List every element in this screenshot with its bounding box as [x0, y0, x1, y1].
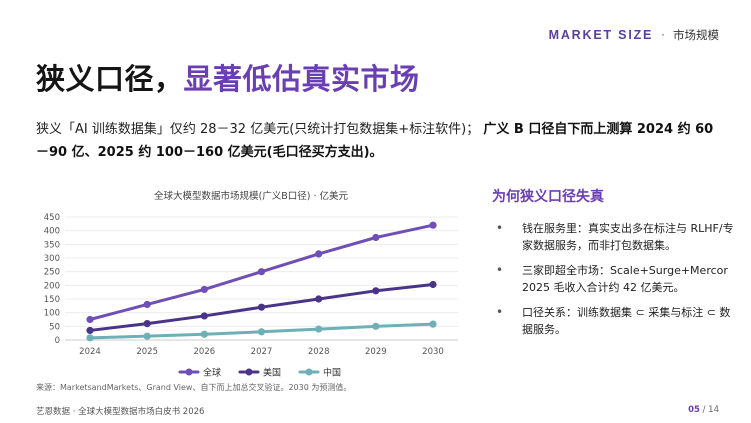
x-axis: 2024 2025 2026 2027 2028 2029 2030 — [79, 347, 444, 357]
bullet-item: • 钱在服务里：真实支出多在标注与 RLHF/专家数据服务，而非打包数据集。 — [494, 220, 734, 254]
data-point — [86, 334, 94, 342]
data-point — [315, 295, 323, 303]
legend-marker — [185, 368, 193, 376]
x-tick-label: 2028 — [308, 347, 330, 357]
header-separator: · — [661, 28, 665, 42]
data-point — [372, 233, 380, 242]
data-point — [257, 268, 266, 276]
data-point — [429, 320, 437, 328]
legend-label: 全球 — [203, 367, 221, 379]
data-point — [429, 280, 437, 289]
chart-series — [86, 221, 437, 342]
y-tick-label: 50 — [49, 322, 60, 332]
side-panel-title: 为何狭义口径失真 — [492, 189, 604, 205]
y-axis: 0 50 100 150 200 250 300 350 400 450 — [44, 213, 60, 346]
bullet-item: • 口径关系：训练数据集 ⊂ 采集与标注 ⊂ 数据服务。 — [494, 304, 734, 338]
y-tick-label: 150 — [44, 295, 60, 305]
data-point — [143, 332, 151, 340]
market-size-label: MARKET SIZE — [548, 28, 654, 42]
y-tick-label: 100 — [44, 309, 60, 319]
data-point — [200, 312, 208, 320]
data-point — [372, 287, 380, 295]
data-point — [315, 250, 323, 258]
intro-paragraph: 狭义「AI 训练数据集」仅约 28－32 亿美元(只统计打包数据集+标注软件)；… — [36, 118, 726, 164]
data-point — [200, 285, 208, 294]
title-part-2: 显著低估真实市场 — [183, 62, 420, 96]
data-point — [257, 303, 266, 311]
data-point — [257, 328, 266, 336]
legend-label: 美国 — [263, 367, 281, 379]
bullet-text: 钱在服务里：真实支出多在标注与 RLHF/专家数据服务，而非打包数据集。 — [522, 222, 734, 252]
data-point — [86, 315, 94, 324]
bullet-dot: • — [496, 305, 504, 319]
x-tick-label: 2029 — [365, 347, 387, 357]
legend-item: 全球 — [178, 367, 221, 379]
title-part-1: 狭义口径， — [36, 62, 184, 96]
header-section-label: MARKET SIZE · 市场规模 — [549, 27, 719, 43]
x-tick-label: 2024 — [79, 347, 101, 357]
x-tick-label: 2025 — [136, 347, 158, 357]
legend-label: 中国 — [323, 367, 341, 379]
y-tick-label: 350 — [44, 240, 60, 250]
bullet-dot: • — [496, 221, 504, 235]
x-tick-label: 2027 — [251, 347, 273, 357]
source-note: 来源：MarketsandMarkets、Grand View、自下而上加总交叉… — [36, 383, 352, 392]
series-全球 — [86, 221, 437, 324]
current-page: 05 — [688, 405, 700, 415]
legend-marker — [305, 368, 313, 376]
total-pages: / 14 — [699, 405, 719, 415]
chart-grid — [65, 216, 458, 341]
side-bullet-list: • 钱在服务里：真实支出多在标注与 RLHF/专家数据服务，而非打包数据集。 •… — [494, 220, 734, 346]
data-point — [315, 325, 323, 333]
chart-container: 全球大模型数据市场规模(广义B口径) · 亿美元 0 50 100 150 200 250… — [30, 185, 470, 385]
line-chart: 全球大模型数据市场规模(广义B口径) · 亿美元 0 50 100 150 200 250… — [44, 190, 458, 379]
x-tick-label: 2026 — [194, 347, 216, 357]
page-title: 狭义口径，显著低估真实市场 — [36, 56, 420, 98]
legend-item: 中国 — [298, 367, 341, 379]
bullet-dot: • — [496, 263, 504, 277]
y-tick-label: 0 — [55, 336, 60, 346]
y-tick-label: 300 — [44, 254, 60, 264]
data-point — [200, 330, 208, 338]
page-number: 05 / 14 — [688, 405, 719, 415]
x-tick-label: 2030 — [422, 347, 444, 357]
data-point — [143, 320, 151, 328]
legend-marker — [245, 368, 253, 376]
data-point — [143, 300, 151, 309]
intro-normal-text: 狭义「AI 训练数据集」仅约 28－32 亿美元(只统计打包数据集+标注软件)； — [36, 122, 480, 137]
series-美国 — [86, 280, 437, 335]
data-point — [429, 221, 437, 229]
bullet-item: • 三家即超全市场：Scale+Surge+Mercor 2025 毛收入合计约… — [494, 262, 734, 296]
bullet-text: 三家即超全市场：Scale+Surge+Mercor 2025 毛收入合计约 4… — [522, 264, 728, 294]
series-中国 — [86, 320, 437, 342]
y-tick-label: 200 — [44, 281, 60, 291]
y-tick-label: 250 — [44, 268, 60, 278]
intro-bold-text: 广义 B 口径自下而上测算 2024 约 60－90 亿、2025 约 100－… — [36, 122, 714, 160]
y-tick-label: 400 — [44, 227, 60, 237]
data-point — [372, 322, 380, 330]
bullet-text: 口径关系：训练数据集 ⊂ 采集与标注 ⊂ 数据服务。 — [522, 306, 731, 336]
chart-legend: 全球 美国 中国 — [178, 367, 341, 379]
y-tick-label: 450 — [44, 213, 60, 223]
footer-report-name: 艺恩数据 · 全球大模型数据市场白皮书 2026 — [36, 407, 205, 417]
data-point — [86, 326, 94, 335]
chart-title: 全球大模型数据市场规模(广义B口径) · 亿美元 — [154, 190, 348, 202]
section-name-cn: 市场规模 — [673, 28, 719, 42]
legend-item: 美国 — [238, 367, 281, 379]
